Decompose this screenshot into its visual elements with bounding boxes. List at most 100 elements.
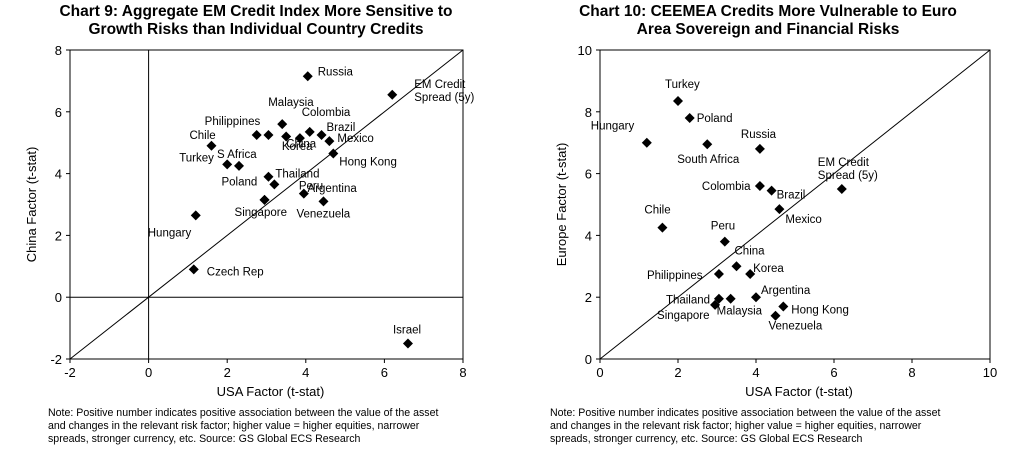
y-tick-label: 8 bbox=[55, 43, 62, 58]
data-point bbox=[766, 185, 777, 196]
point-label: Brazil bbox=[777, 190, 806, 202]
point-label: Colombia bbox=[302, 107, 351, 119]
y-tick-label: 2 bbox=[55, 228, 62, 243]
data-point bbox=[269, 179, 280, 190]
point-label: Philippines bbox=[647, 270, 703, 282]
point-label: Venezuela bbox=[769, 321, 823, 333]
data-point bbox=[304, 126, 315, 137]
y-tick-label: 4 bbox=[585, 228, 592, 243]
data-point bbox=[731, 261, 742, 272]
point-label: Poland bbox=[221, 177, 257, 189]
note-line: and changes in the relevant risk factor;… bbox=[550, 420, 922, 432]
data-point bbox=[259, 194, 270, 205]
plot-frame bbox=[599, 49, 991, 360]
point-label: Korea bbox=[753, 263, 784, 275]
data-point bbox=[754, 180, 765, 191]
y-axis-label: Europe Factor (t-stat) bbox=[554, 143, 569, 267]
note-line: spreads, stronger currency, etc. Source:… bbox=[550, 433, 863, 445]
point-label: Chile bbox=[189, 130, 215, 142]
point-label: Thailand bbox=[666, 295, 710, 307]
y-tick-label: -2 bbox=[50, 352, 62, 367]
data-point bbox=[719, 236, 730, 247]
chart-9-panel: Chart 9: Aggregate EM Credit Index More … bbox=[0, 3, 512, 445]
x-axis-label: USA Factor (t-stat) bbox=[217, 384, 325, 399]
diagonal-line bbox=[599, 49, 991, 360]
data-point bbox=[774, 204, 785, 215]
point-label: Hungary bbox=[591, 121, 635, 133]
data-point bbox=[657, 222, 668, 233]
point-label: Israel bbox=[393, 325, 421, 337]
point-label: Mexico bbox=[337, 133, 373, 145]
chart-10-panel: Chart 10: CEEMEA Credits More Vulnerable… bbox=[512, 0, 1024, 460]
data-point bbox=[324, 136, 335, 147]
point-label: Thailand bbox=[275, 168, 319, 180]
x-tick-label: 6 bbox=[381, 365, 388, 380]
chart-10-title: Chart 10: CEEMEA Credits More Vulnerable… bbox=[512, 3, 1024, 39]
data-point bbox=[754, 143, 765, 154]
data-point bbox=[263, 129, 274, 140]
point-label: Peru bbox=[711, 221, 735, 233]
x-tick-label: 8 bbox=[908, 365, 915, 380]
data-point bbox=[263, 171, 274, 182]
data-point bbox=[298, 188, 309, 199]
note-line: Note: Positive number indicates positive… bbox=[550, 407, 941, 419]
data-point bbox=[710, 299, 721, 310]
data-point bbox=[684, 112, 695, 123]
point-label: Hong Kong bbox=[339, 157, 397, 169]
y-tick-label: 10 bbox=[578, 43, 592, 58]
point-label: Hungary bbox=[148, 227, 192, 239]
chart-10-title-line2: Area Sovereign and Financial Risks bbox=[636, 21, 900, 38]
data-point bbox=[281, 131, 292, 142]
point-label: Colombia bbox=[702, 181, 751, 193]
point-label: Czech Rep bbox=[207, 266, 264, 278]
x-tick-label: 4 bbox=[302, 365, 309, 380]
y-tick-label: 6 bbox=[585, 167, 592, 182]
point-label: Venezuela bbox=[296, 208, 350, 220]
data-point bbox=[251, 129, 262, 140]
note-line: Note: Positive number indicates positive… bbox=[48, 407, 439, 419]
note-line: spreads, stronger currency, etc. Source:… bbox=[48, 433, 361, 445]
point-label: South Africa bbox=[677, 154, 740, 166]
chart-9-plot: -2 0 2 4 6 8 -2 0 2 4 6 8 USA Factor (t-stat) China F… bbox=[24, 43, 475, 399]
point-label: Argentina bbox=[308, 183, 358, 195]
data-point bbox=[402, 338, 413, 349]
data-point bbox=[318, 196, 329, 207]
point-label: S Africa bbox=[217, 149, 257, 161]
x-tick-label: 8 bbox=[459, 365, 466, 380]
data-point bbox=[770, 310, 781, 321]
chart-9-title: Chart 9: Aggregate EM Credit Index More … bbox=[0, 3, 512, 39]
chart-10-note: Note: Positive number indicates positive… bbox=[550, 407, 1012, 446]
point-label: Malaysia bbox=[717, 306, 763, 318]
point-label: Brazil bbox=[327, 122, 356, 134]
data-point bbox=[713, 293, 724, 304]
y-tick-label: 2 bbox=[585, 290, 592, 305]
diagonal-line bbox=[69, 49, 464, 360]
data-point bbox=[641, 137, 652, 148]
y-tick-label: 0 bbox=[585, 352, 592, 367]
data-point bbox=[206, 140, 217, 151]
point-label: Turkey bbox=[179, 152, 214, 164]
point-label: Malaysia bbox=[268, 97, 314, 109]
x-tick-label: 6 bbox=[830, 365, 837, 380]
point-label: Russia bbox=[741, 129, 777, 141]
point-label: Poland bbox=[697, 113, 733, 125]
data-point bbox=[387, 89, 398, 100]
data-point bbox=[277, 119, 288, 130]
data-point bbox=[673, 95, 683, 106]
point-label: Singapore bbox=[657, 310, 709, 322]
point-label: Mexico bbox=[785, 214, 821, 226]
chart-9-title-line2: Growth Risks than Individual Country Cre… bbox=[88, 21, 424, 38]
data-point bbox=[328, 148, 339, 159]
x-tick-label: 2 bbox=[674, 365, 681, 380]
point-label: Turkey bbox=[665, 79, 700, 91]
x-tick-label: 0 bbox=[145, 365, 152, 380]
y-axis-label: China Factor (t-stat) bbox=[24, 147, 39, 263]
data-point bbox=[190, 210, 201, 221]
data-point bbox=[713, 269, 724, 280]
point-label: China bbox=[735, 245, 766, 257]
data-point bbox=[188, 264, 199, 275]
x-tick-label: 2 bbox=[224, 365, 231, 380]
chart-10-plot: 0 2 4 6 8 10 0 2 4 6 8 10 USA Factor (t-stat) Europe … bbox=[554, 43, 997, 399]
data-point bbox=[751, 292, 761, 303]
data-point bbox=[836, 184, 847, 195]
